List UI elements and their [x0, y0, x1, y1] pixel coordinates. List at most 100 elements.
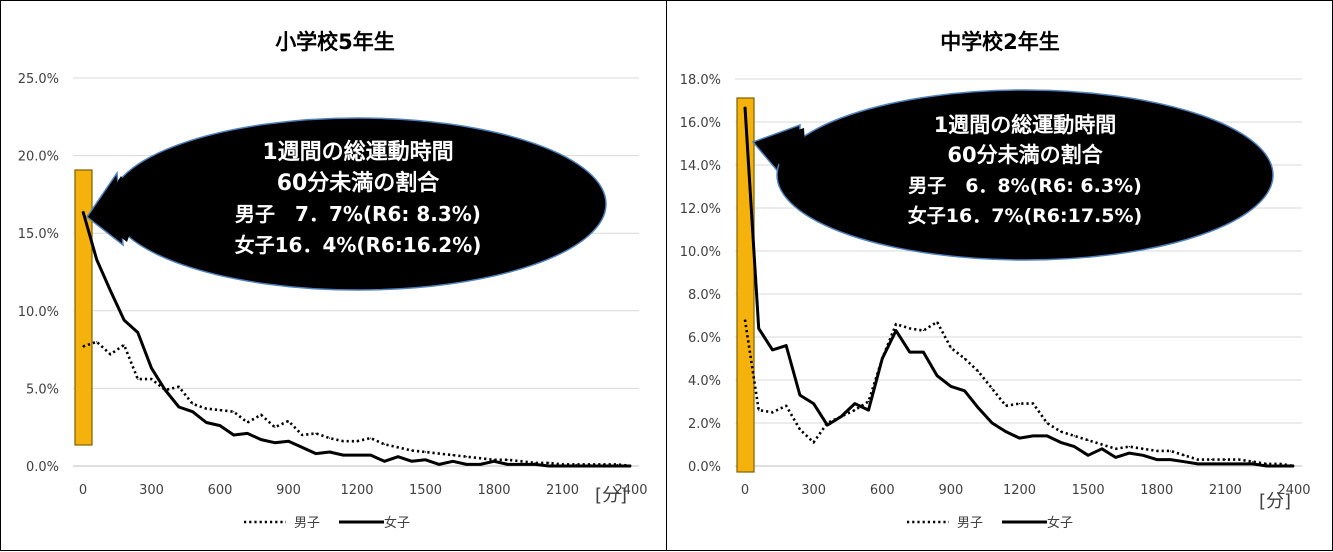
x-tick-label-900: 900	[938, 483, 963, 498]
x-unit-label: [分]	[595, 485, 627, 506]
data-point-boys-120	[771, 411, 774, 413]
y-tick-label-4-0-: 4.0%	[688, 374, 721, 389]
data-point-girls-1680	[466, 463, 468, 466]
data-point-girls-1320	[383, 460, 385, 462]
data-point-girls-2280	[1265, 465, 1268, 467]
y-tick-label-12-0-: 12.0%	[680, 202, 721, 217]
data-point-girls-360	[164, 389, 166, 391]
y-tick-label-0-0-: 0.0%	[688, 460, 721, 475]
data-point-girls-180	[123, 319, 125, 321]
x-tick-label-1800: 1800	[477, 483, 510, 498]
data-point-boys-660	[895, 323, 897, 325]
data-point-boys-120	[109, 353, 111, 355]
data-point-girls-1260	[1032, 435, 1034, 437]
data-point-boys-1140	[1005, 405, 1007, 407]
data-point-girls-1380	[1060, 441, 1062, 443]
callout-tail-join	[95, 176, 140, 242]
y-tick-label-15-0-: 15.0%	[18, 227, 59, 242]
x-tick-label-2100: 2100	[1209, 483, 1242, 498]
callout-text-4: 女子16．7%(R6:17.5%)	[908, 204, 1142, 227]
data-point-girls-2400	[630, 465, 632, 467]
data-point-girls-1860	[1169, 458, 1172, 461]
data-point-girls-540	[867, 409, 870, 411]
series-line-boys	[743, 319, 1295, 468]
data-point-boys-1260	[1032, 403, 1034, 405]
y-tick-label-2-0-: 2.0%	[688, 417, 721, 432]
chart-panel-elementary: 小学校5年生 0.0% 5.0% 10.0% 15.0% 20.0% 25.0% 0 300 60…	[0, 0, 668, 551]
x-tick-label-1200: 1200	[1003, 483, 1036, 498]
data-point-girls-720	[246, 432, 248, 435]
x-tick-label-0: 0	[741, 483, 749, 498]
data-point-boys-1500	[424, 451, 427, 453]
data-point-boys-180	[123, 344, 125, 346]
x-tick-label-1500: 1500	[1072, 483, 1105, 498]
data-point-boys-1440	[1073, 435, 1075, 437]
data-point-girls-2160	[1238, 463, 1240, 465]
data-point-girls-960	[301, 446, 303, 448]
data-point-boys-660	[233, 411, 235, 413]
callout-text-2: 60分未満の割合	[277, 170, 441, 196]
data-point-girls-1740	[479, 463, 481, 466]
data-point-boys-1020	[977, 370, 979, 372]
data-point-boys-1260	[370, 437, 372, 439]
data-point-boys-1620	[452, 454, 454, 456]
y-tick-label-16-0-: 16.0%	[680, 116, 721, 131]
data-point-boys-300	[813, 441, 815, 443]
data-point-boys-780	[922, 329, 925, 332]
data-point-boys-420	[178, 386, 180, 388]
data-point-girls-1260	[370, 454, 372, 456]
data-point-girls-2220	[589, 465, 591, 467]
data-point-boys-540	[867, 400, 870, 403]
data-point-girls-1980	[534, 463, 536, 466]
data-point-girls-2160	[575, 465, 577, 467]
data-point-boys-840	[936, 321, 938, 323]
data-point-boys-1740	[479, 457, 481, 459]
data-point-boys-0	[744, 319, 746, 321]
callout-text-2: 60分未満の割合	[947, 143, 1103, 167]
data-point-girls-300	[150, 367, 153, 369]
x-tick-label-2100: 2100	[546, 483, 579, 498]
data-point-boys-1080	[991, 388, 993, 390]
data-point-boys-1380	[397, 446, 399, 448]
data-point-girls-1920	[1183, 461, 1185, 463]
data-point-boys-1920	[520, 460, 523, 462]
highlight-bar-under-60min	[736, 97, 755, 473]
data-point-boys-300	[150, 378, 153, 380]
data-point-boys-480	[854, 409, 856, 411]
data-point-boys-240	[799, 428, 801, 431]
data-point-boys-1860	[507, 459, 509, 461]
y-tick-label-14-0-: 14.0%	[680, 159, 721, 174]
data-point-girls-120	[771, 349, 774, 351]
x-unit-label: [分]	[1259, 491, 1291, 512]
data-point-boys-960	[301, 434, 303, 436]
x-tick-label-300: 300	[139, 483, 164, 498]
data-point-girls-1200	[1018, 437, 1021, 439]
data-point-boys-1620	[1114, 448, 1117, 450]
data-point-boys-0	[82, 345, 84, 348]
data-point-boys-2160	[1238, 458, 1240, 461]
data-point-girls-1320	[1046, 435, 1048, 437]
data-point-boys-180	[785, 405, 787, 407]
y-tick-label-0-0-: 0.0%	[26, 460, 59, 475]
y-tick-label-10-0-: 10.0%	[18, 305, 59, 320]
data-point-girls-600	[219, 425, 221, 427]
y-tick-label-25-0-: 25.0%	[18, 72, 59, 87]
data-point-girls-840	[936, 375, 938, 377]
data-point-girls-960	[964, 390, 966, 392]
x-tick-label-900: 900	[276, 483, 301, 498]
data-point-girls-1500	[1087, 454, 1089, 456]
data-point-boys-240	[137, 378, 139, 380]
data-point-girls-720	[909, 351, 911, 353]
data-point-girls-1920	[520, 463, 523, 466]
data-point-boys-1080	[329, 437, 331, 439]
data-point-girls-660	[233, 434, 235, 436]
data-point-boys-2280	[1265, 463, 1268, 465]
data-point-boys-1020	[315, 432, 317, 435]
data-point-boys-2040	[548, 462, 550, 464]
data-point-girls-240	[799, 394, 801, 396]
data-point-boys-1560	[438, 452, 440, 455]
data-point-boys-1740	[1142, 448, 1144, 450]
data-point-boys-2340	[1279, 463, 1281, 465]
data-point-boys-1680	[466, 456, 468, 458]
